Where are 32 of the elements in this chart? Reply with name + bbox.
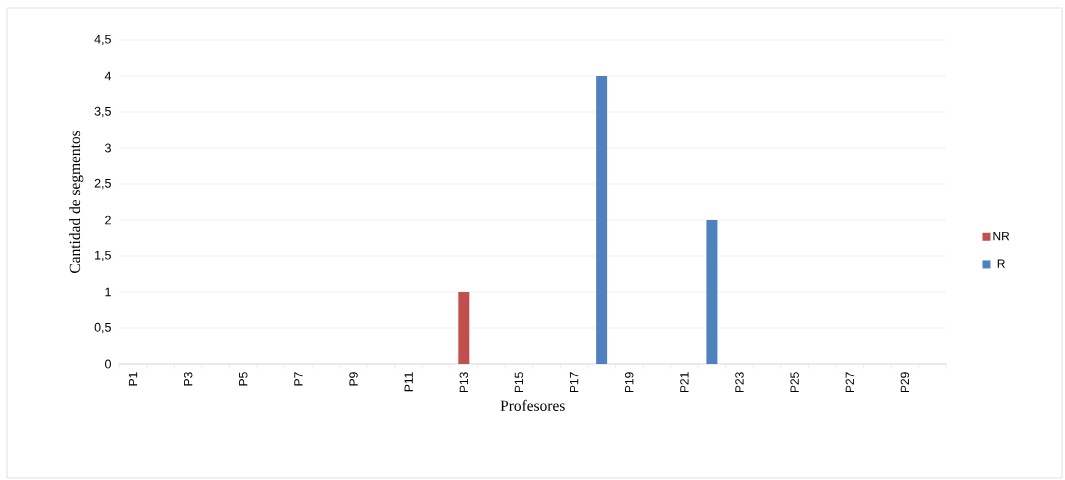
x-tick-label: P25 bbox=[790, 372, 799, 393]
y-tick-label: 4,5 bbox=[94, 34, 111, 46]
y-tick-label: 4 bbox=[104, 71, 112, 81]
x-tick-label: P5 bbox=[239, 372, 248, 386]
x-axis-title: Profesores bbox=[500, 399, 565, 411]
legend-label: R bbox=[997, 259, 1005, 268]
x-tick-label: P9 bbox=[349, 372, 358, 386]
x-tick-label: P1 bbox=[128, 372, 138, 386]
legend-label: NR bbox=[993, 231, 1010, 241]
x-tick-label: P21 bbox=[680, 372, 689, 393]
y-tick-label: 2,5 bbox=[94, 178, 111, 190]
y-tick-label: 2 bbox=[105, 215, 111, 225]
y-tick-label: 3 bbox=[105, 143, 111, 153]
x-tick-label: P7 bbox=[294, 372, 303, 386]
x-tick-label: P19 bbox=[624, 372, 634, 393]
x-tick-label: P29 bbox=[900, 372, 910, 393]
bar bbox=[706, 219, 718, 364]
x-tick-label: P27 bbox=[845, 372, 854, 393]
x-tick-label: P17 bbox=[569, 372, 579, 393]
x-tick-label: P3 bbox=[183, 372, 193, 386]
bar bbox=[458, 291, 470, 364]
y-tick-label: 3,5 bbox=[94, 106, 111, 118]
y-tick-label: 0 bbox=[105, 359, 111, 369]
bar bbox=[596, 75, 608, 364]
x-tick-label: P15 bbox=[514, 372, 524, 393]
y-tick-label: 1,5 bbox=[95, 250, 111, 262]
x-tick-label: P13 bbox=[459, 372, 469, 393]
x-tick-label: P23 bbox=[735, 372, 744, 393]
y-axis-title: Cantidad de segmentos bbox=[69, 130, 84, 273]
x-tick-label: P11 bbox=[404, 372, 413, 392]
y-tick-label: 1 bbox=[105, 287, 111, 297]
y-tick-label: 0,5 bbox=[94, 322, 111, 334]
